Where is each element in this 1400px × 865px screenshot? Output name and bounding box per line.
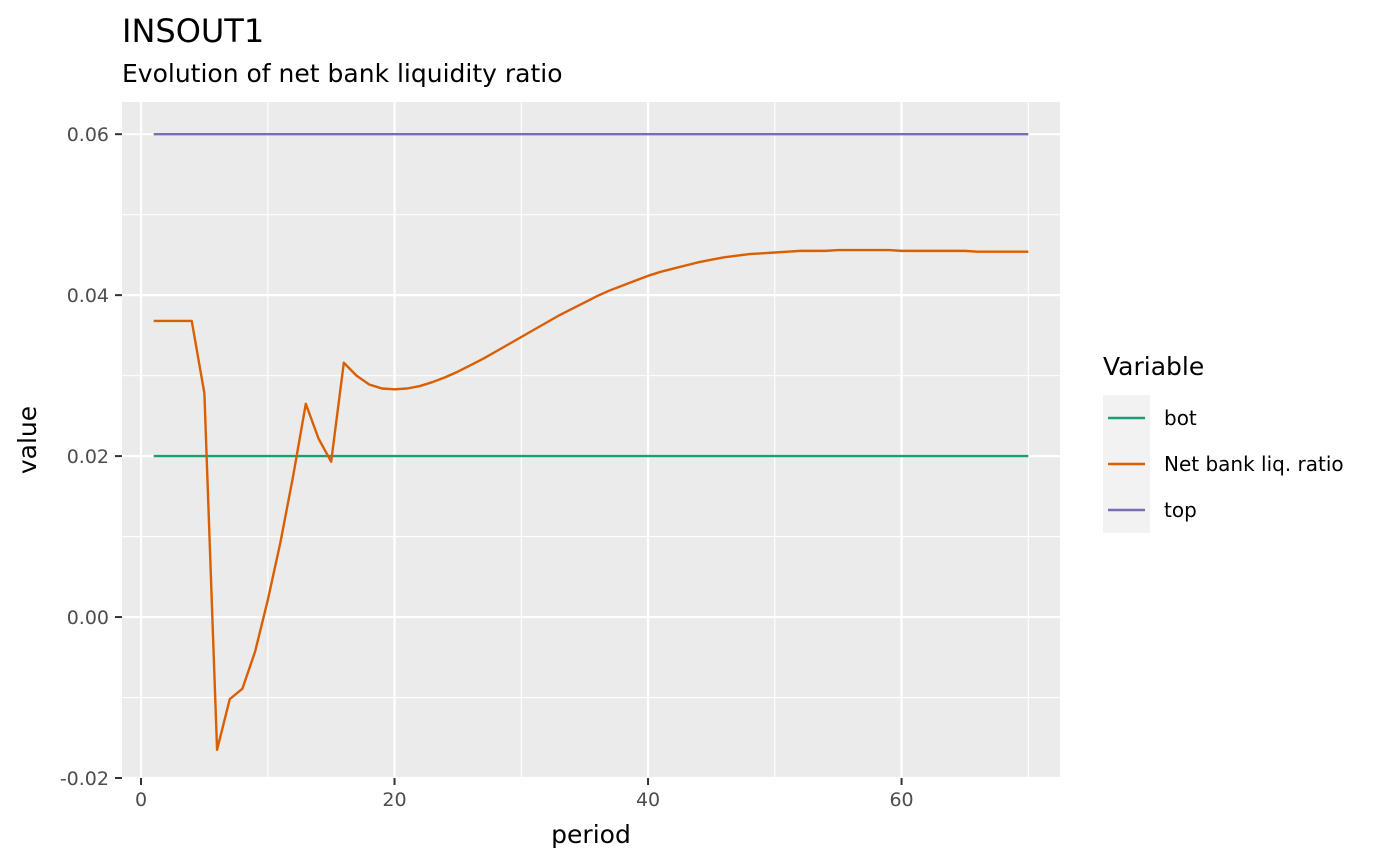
y-tick-label: 0.04 (67, 285, 109, 307)
legend-label-net-bank-liq-ratio: Net bank liq. ratio (1164, 452, 1344, 476)
x-tick-label: 40 (636, 789, 660, 811)
y-tick-label: 0.06 (67, 124, 109, 146)
legend-title: Variable (1103, 352, 1204, 381)
x-tick-label: 20 (382, 789, 406, 811)
legend-label-top: top (1164, 498, 1197, 522)
legend-label-bot: bot (1164, 406, 1197, 430)
y-axis-tick-labels: -0.02 0.00 0.02 0.04 0.06 (60, 124, 109, 790)
series-line-net-bank-liq-ratio (153, 248, 1029, 752)
y-tick-label: 0.02 (67, 446, 109, 468)
series-layer (153, 132, 1029, 752)
axis-ticks (115, 133, 903, 785)
x-axis-title: period (551, 820, 631, 849)
y-tick-label: -0.02 (60, 768, 109, 790)
plot-panel (122, 102, 1060, 778)
chart-title: INSOUT1 (122, 12, 264, 50)
x-tick-label: 0 (135, 789, 147, 811)
legend: Variable bot Net bank liq. ratio top (1103, 352, 1344, 533)
chart-subtitle: Evolution of net bank liquidity ratio (122, 59, 563, 88)
y-tick-label: 0.00 (67, 607, 109, 629)
x-tick-label: 60 (889, 789, 913, 811)
minor-gridlines (122, 102, 1060, 778)
x-axis-tick-labels: 0 20 40 60 (135, 789, 914, 811)
legend-keys: bot Net bank liq. ratio top (1103, 395, 1344, 533)
y-axis-title: value (13, 406, 42, 474)
